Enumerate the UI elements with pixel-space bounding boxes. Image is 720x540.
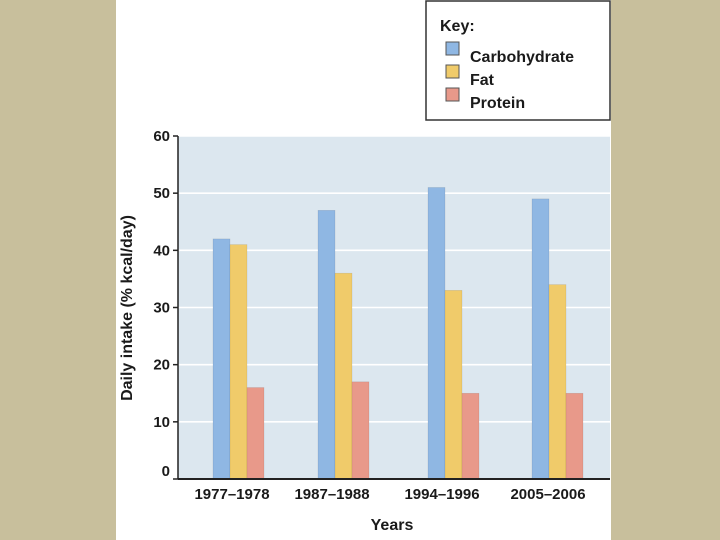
bar-fat-3 (444, 290, 463, 480)
legend-entries: Carbohydrate Fat Protein (445, 41, 574, 112)
bar-protein-2 (351, 381, 370, 480)
bar-fat-4 (548, 284, 567, 480)
bar-carbohydrate-1 (212, 238, 231, 480)
x-axis-title: Years (371, 517, 414, 534)
y-tick-label-0: 0 (162, 463, 170, 480)
y-tick-label-40: 40 (153, 242, 170, 259)
y-tick-label-50: 50 (153, 185, 170, 202)
y-tick-label-10: 10 (153, 414, 170, 431)
legend-label-protein: Protein (470, 95, 525, 112)
bar-carbohydrate-4 (531, 198, 550, 480)
legend-label-fat: Fat (470, 72, 495, 89)
bar-protein-3 (461, 392, 480, 480)
bar-protein-1 (246, 387, 265, 480)
bars (212, 187, 584, 480)
legend-swatch-carbohydrate (445, 41, 460, 56)
legend: Key: Carbohydrate Fat Protein (425, 0, 611, 121)
bar-protein-4 (565, 392, 584, 480)
legend-label-carbohydrate: Carbohydrate (470, 49, 574, 66)
bar-fat-1 (229, 244, 248, 480)
y-tick-label-60: 60 (153, 128, 170, 145)
x-tick-label-4: 2005–2006 (510, 486, 585, 503)
legend-swatch-fat (445, 64, 460, 79)
y-axis-title: Daily intake (% kcal/day) (119, 215, 136, 401)
y-tick-label-20: 20 (153, 357, 170, 374)
legend-title: Key: (440, 18, 475, 35)
bar-carbohydrate-3 (427, 187, 446, 480)
bar-carbohydrate-2 (317, 210, 336, 480)
x-axis-tick-labels: 1977–1978 1987–1988 1994–1996 2005–2006 (194, 486, 585, 503)
x-tick-label-2: 1987–1988 (294, 486, 369, 503)
x-tick-label-1: 1977–1978 (194, 486, 269, 503)
legend-swatch-protein (445, 87, 460, 102)
bar-fat-2 (334, 272, 353, 480)
y-tick-label-30: 30 (153, 300, 170, 317)
x-tick-label-3: 1994–1996 (404, 486, 479, 503)
y-axis-ticks: 0 10 20 30 40 50 60 (153, 128, 178, 480)
